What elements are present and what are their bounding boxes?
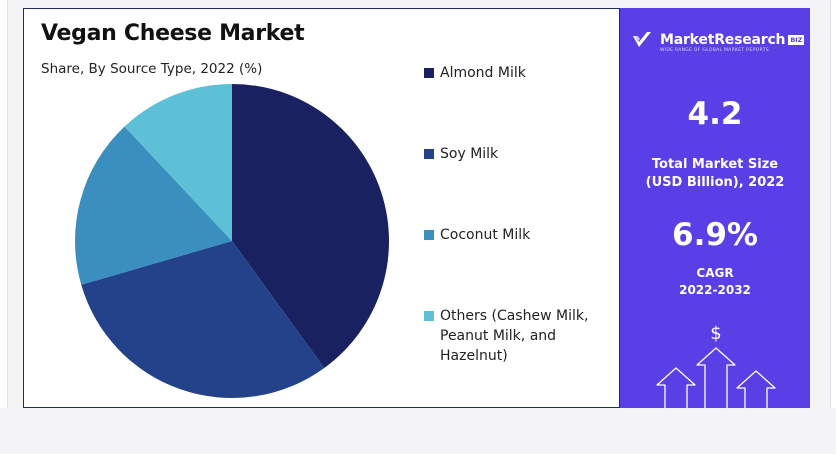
growth-arrows-icon: $	[656, 323, 776, 408]
pie-slice-2	[74, 126, 232, 285]
legend-item-soy-milk: Soy Milk	[424, 144, 615, 164]
legend-swatch	[424, 230, 434, 240]
market-size-label-line2: (USD Billion), 2022	[645, 175, 785, 190]
cagr-value: 6.9%	[672, 217, 758, 253]
pie-slice-0	[232, 84, 390, 369]
legend-item-coconut-milk: Coconut Milk	[424, 225, 615, 245]
legend-swatch	[424, 311, 434, 321]
key-stats-panel: MarketResearch BIZ WIDE RANGE OF GLOBAL …	[620, 8, 810, 408]
legend-label: Others (Cashew Milk, Peanut Milk, and Ha…	[440, 308, 589, 364]
legend-item-almond-milk: Almond Milk	[424, 63, 615, 83]
chart-card: Vegan Cheese Market Share, By Source Typ…	[23, 8, 620, 408]
legend-swatch	[424, 68, 434, 78]
brand-logo-icon	[633, 32, 651, 47]
dollar-sign: $	[710, 323, 721, 344]
legend-label: Almond Milk	[440, 65, 526, 81]
legend-item-others: Others (Cashew Milk, Peanut Milk, and Ha…	[424, 306, 615, 366]
brand: MarketResearch BIZ	[632, 30, 805, 50]
market-size-value: 4.2	[687, 96, 743, 132]
brand-tagline: WIDE RANGE OF GLOBAL MARKET REPORTS	[660, 48, 769, 53]
cagr-label-line1: CAGR	[696, 266, 734, 280]
left-frame-edge	[0, 0, 8, 454]
bottom-margin	[0, 408, 836, 454]
chart-subtitle: Share, By Source Type, 2022 (%)	[41, 61, 263, 77]
pie-slice-3	[124, 84, 232, 241]
legend-label: Coconut Milk	[440, 227, 531, 243]
pie-chart	[74, 84, 390, 399]
brand-name: MarketResearch	[660, 32, 786, 48]
legend-swatch	[424, 149, 434, 159]
cagr-label-line2: 2022-2032	[679, 283, 751, 297]
pie-slice-1	[81, 241, 325, 399]
chart-title: Vegan Cheese Market	[41, 21, 305, 46]
legend-label: Soy Milk	[440, 146, 499, 162]
market-size-label-line1: Total Market Size	[651, 157, 779, 172]
right-frame-edge	[830, 0, 836, 454]
brand-badge: BIZ	[788, 35, 805, 45]
